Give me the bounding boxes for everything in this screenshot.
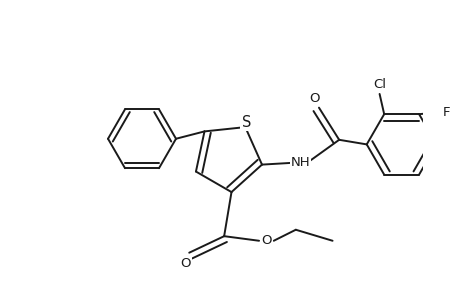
Text: Cl: Cl — [372, 78, 385, 91]
Text: NH: NH — [290, 156, 310, 169]
Text: F: F — [442, 106, 449, 119]
Text: O: O — [261, 234, 271, 247]
Text: O: O — [308, 92, 319, 105]
Text: O: O — [180, 257, 190, 270]
Text: S: S — [241, 115, 250, 130]
